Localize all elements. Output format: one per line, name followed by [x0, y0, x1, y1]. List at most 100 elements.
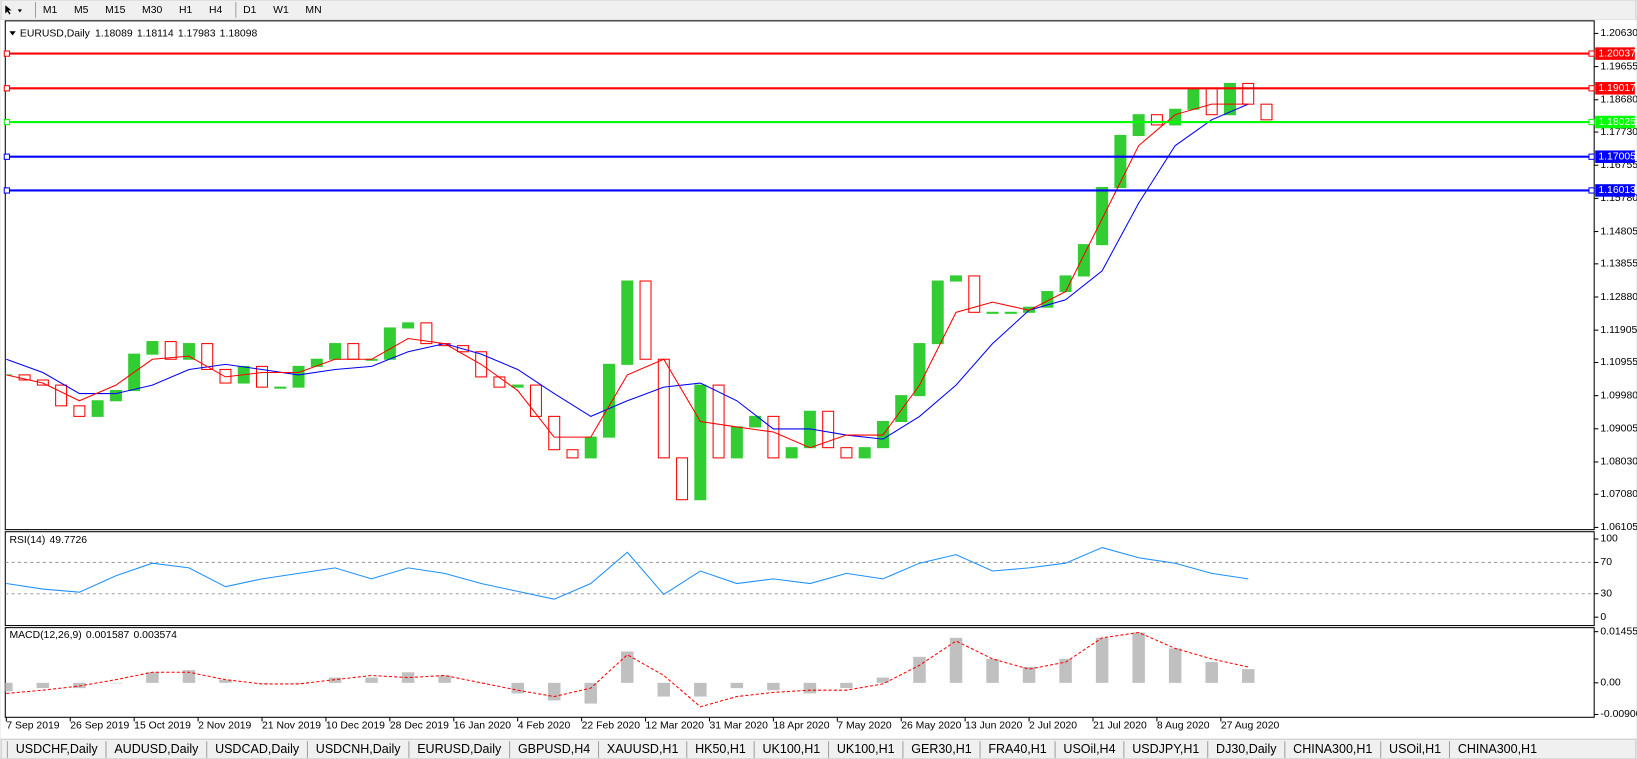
chart-tab[interactable]: USDJPY,H1 — [1132, 742, 1199, 756]
y-tick-label: 0.014556 — [1600, 626, 1637, 637]
candle — [986, 311, 999, 314]
y-tick-label: 1.19655 — [1600, 61, 1637, 72]
y-tick-label: 1.07080 — [1600, 489, 1637, 500]
candle — [621, 280, 634, 365]
y-tick-label: -0.00900 — [1600, 709, 1637, 720]
candle — [548, 415, 561, 451]
candle — [931, 280, 944, 345]
y-tick-label: 1.15780 — [1600, 193, 1637, 204]
level-label-bg — [1595, 82, 1635, 95]
chart-tab[interactable]: GBPUSD,H4 — [518, 742, 590, 756]
candle — [420, 322, 433, 345]
histogram-bar — [146, 672, 159, 683]
timeframe-button[interactable]: W1 — [273, 5, 289, 16]
chart-tab[interactable]: FRA40,H1 — [988, 742, 1046, 756]
chart-tab[interactable]: USDCNH,Daily — [316, 742, 401, 756]
chart-header: EURUSD,Daily 1.18089 1.18114 1.17983 1.18098 — [20, 28, 258, 39]
chart-tab[interactable]: XAUUSD,H1 — [607, 742, 679, 756]
histogram-bar — [255, 682, 269, 684]
timeframe-button[interactable]: D1 — [243, 5, 257, 16]
histogram-bar — [1168, 648, 1182, 683]
histogram-bar — [730, 682, 744, 689]
chart-tab[interactable]: USOil,H1 — [1389, 742, 1441, 756]
timeframe-button[interactable]: M15 — [105, 5, 125, 16]
candle — [1223, 82, 1236, 116]
histogram-bar — [1022, 667, 1036, 683]
candle — [694, 384, 707, 501]
cursor-icon — [5, 5, 12, 15]
tabs: USDCHF,Daily AUDUSD,Daily USDCAD,Daily USDC… — [6, 741, 1537, 758]
candle — [347, 343, 360, 360]
candle — [109, 390, 122, 402]
x-tick-label: 31 Mar 2020 — [709, 720, 768, 731]
timeframe-button[interactable]: MN — [305, 5, 321, 16]
candle — [201, 343, 214, 370]
chart-tab[interactable]: USDCHF,Daily — [16, 742, 99, 756]
histogram-bar — [73, 682, 86, 689]
rsi-title: RSI(14) — [9, 535, 45, 546]
candle — [73, 405, 86, 417]
y-tick-label: 1.09980 — [1600, 390, 1637, 401]
candle — [1114, 134, 1127, 189]
level-handle — [3, 50, 10, 57]
timeframe-button[interactable]: M5 — [74, 5, 89, 16]
timeframe-button[interactable]: H4 — [209, 5, 223, 16]
histogram-bar — [657, 682, 671, 697]
candle — [91, 400, 104, 417]
chart-tab[interactable]: CHINA300,H1 — [1458, 742, 1537, 756]
chart-panel: 100 70 30 0 — [4, 531, 1618, 627]
histogram-bar — [511, 682, 524, 694]
macd-title: MACD(12,26,9) — [9, 630, 81, 641]
chart-tab[interactable]: UK100,H1 — [763, 742, 821, 756]
level-label-bg — [1595, 150, 1635, 163]
quote-close: 1.18098 — [220, 28, 258, 39]
candle — [329, 343, 342, 360]
x-tick-label: 10 Dec 2019 — [326, 720, 385, 731]
y-tick-label: 30 — [1600, 588, 1612, 599]
x-tick-label: 2 Nov 2019 — [198, 720, 251, 731]
candle — [1169, 108, 1182, 126]
timeframe-button[interactable]: M1 — [43, 5, 58, 16]
y-tick-label: 0.00 — [1600, 678, 1620, 689]
timeframe-button[interactable]: H1 — [179, 5, 193, 16]
chart-tab[interactable]: USOil,H4 — [1063, 742, 1115, 756]
histogram-bar — [438, 675, 451, 683]
x-tick-label: 22 Feb 2020 — [582, 720, 641, 731]
histogram-bar — [36, 682, 50, 689]
histogram-bar — [219, 679, 232, 683]
level-label-bg — [1595, 184, 1635, 197]
candle — [511, 384, 524, 388]
candle — [146, 341, 159, 355]
chart-tab[interactable]: EURUSD,Daily — [417, 742, 502, 756]
chart-tab[interactable]: HK50,H1 — [695, 742, 746, 756]
histogram-bar — [986, 658, 999, 683]
candle — [256, 365, 269, 388]
histogram-bar — [474, 682, 488, 684]
candle — [858, 447, 871, 459]
level-label-bg — [1595, 115, 1635, 129]
histogram-bar — [1059, 658, 1072, 683]
histogram-bar — [401, 672, 415, 683]
x-tick-label: 26 Sep 2019 — [70, 720, 129, 731]
chart-tab[interactable]: GER30,H1 — [911, 742, 971, 756]
level-handle — [3, 153, 10, 160]
histogram-bar — [292, 682, 305, 684]
chart-tab[interactable]: DJ30,Daily — [1216, 742, 1277, 756]
plot-area — [5, 82, 1273, 501]
candle — [950, 275, 963, 282]
x-tick-label: 28 Dec 2019 — [390, 720, 449, 731]
level-handle — [3, 85, 10, 92]
chart-tab[interactable]: USDCAD,Daily — [215, 742, 300, 756]
moving-average — [6, 103, 1249, 449]
y-tick-label: 1.20630 — [1600, 28, 1637, 39]
histogram-bar — [328, 677, 342, 683]
chart-tab[interactable]: UK100,H1 — [837, 742, 895, 756]
timeframe-button[interactable]: M30 — [142, 5, 162, 16]
chart-tab[interactable]: AUDUSD,Daily — [114, 742, 199, 756]
candle — [767, 415, 780, 459]
candle — [895, 395, 908, 423]
level-handle — [1588, 118, 1595, 126]
chart-tab[interactable]: CHINA300,H1 — [1293, 742, 1372, 756]
y-tick-label: 0 — [1600, 612, 1606, 623]
